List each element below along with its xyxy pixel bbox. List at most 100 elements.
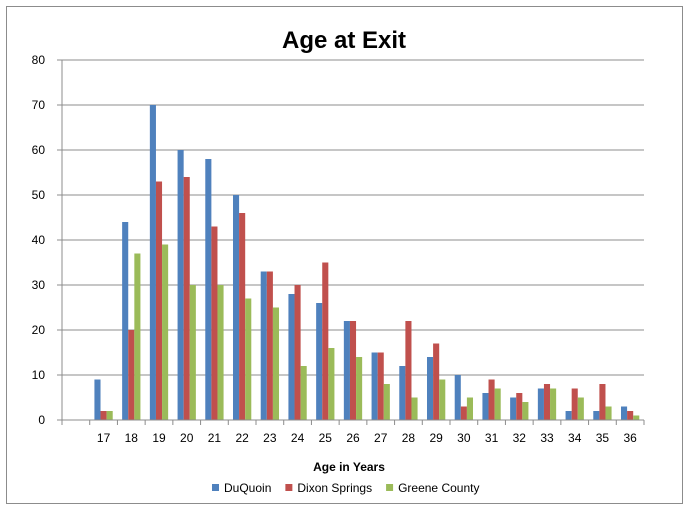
bars [94,105,640,420]
bar-greene-county [466,397,474,420]
bar-duquoin [122,222,129,420]
bar-duquoin [260,271,267,420]
bar-duquoin [343,321,350,420]
legend: DuQuoin Dixon Springs Greene County [212,481,479,495]
bar-greene-county [577,397,584,420]
x-tick-label: 18 [125,431,139,445]
bar-greene-county [134,253,141,420]
bar-dixon-springs [571,388,578,420]
y-axis-ticks: 0 10 20 30 40 50 60 70 80 [32,53,62,427]
bar-duquoin [565,411,572,420]
bar-duquoin [205,159,212,420]
x-axis: 17 18 19 20 21 22 23 24 25 26 27 28 29 30 31 32 33 34 35 36 [61,60,645,445]
bar-greene-county [245,298,252,420]
bar-greene-county [522,402,529,420]
bar-greene-county [328,348,335,420]
bar-dixon-springs [266,271,273,420]
bar-greene-county [411,397,418,420]
bar-dixon-springs [488,379,495,420]
x-tick-label: 21 [208,431,222,445]
bar-duquoin [232,195,240,420]
bar-duquoin [426,357,434,420]
bar-dixon-springs [294,285,301,420]
chart-title: Age at Exit [282,27,406,54]
bar-greene-county [300,366,307,420]
bar-greene-county [439,379,446,420]
bar-greene-county [383,384,390,420]
bar-greene-county [217,285,224,420]
x-tick-label: 28 [402,431,416,445]
bar-dixon-springs [322,262,329,420]
bar-dixon-springs [100,411,107,420]
bar-duquoin [371,352,378,420]
x-tick-label: 25 [319,431,333,445]
y-tick-label: 20 [32,323,46,337]
bar-dixon-springs [155,181,163,420]
bar-greene-county [162,244,169,420]
x-tick-label: 32 [513,431,527,445]
bar-dixon-springs [239,213,246,420]
bar-greene-county [605,406,612,420]
bar-greene-county [189,285,196,420]
legend-swatch [212,484,219,491]
legend-swatch [285,484,293,491]
x-tick-label: 34 [568,431,582,445]
x-tick-label: 23 [263,431,277,445]
bar-duquoin [316,303,323,420]
bar-duquoin [288,294,295,420]
bar-greene-county [494,388,501,420]
y-tick-label: 50 [32,188,46,202]
bar-duquoin [149,105,156,420]
x-tick-label: 35 [596,431,610,445]
legend-label: Greene County [398,481,479,495]
bar-greene-county [272,307,280,420]
bar-dixon-springs [433,343,440,420]
x-tick-label: 19 [152,431,166,445]
bar-duquoin [510,397,517,420]
y-tick-label: 80 [32,53,46,67]
y-tick-label: 60 [32,143,46,157]
bar-duquoin [94,379,101,420]
legend-label: DuQuoin [224,481,271,495]
y-tick-label: 10 [32,368,46,382]
bar-duquoin [177,150,184,420]
bar-duquoin [537,388,544,420]
x-tick-label: 20 [180,431,194,445]
x-tick-label: 31 [485,431,499,445]
x-tick-label: 24 [291,431,305,445]
bar-duquoin [620,406,628,420]
bar-duquoin [593,411,600,420]
x-tick-label: 26 [346,431,360,445]
x-tick-label: 22 [235,431,249,445]
bar-dixon-springs [183,177,190,420]
bar-dixon-springs [543,384,551,420]
bar-dixon-springs [599,384,606,420]
bar-greene-county [633,415,640,420]
x-axis-title: Age in Years [313,460,385,474]
bar-duquoin [399,366,406,420]
bar-dixon-springs [460,406,467,420]
x-tick-label: 27 [374,431,388,445]
legend-swatch [386,484,394,491]
bar-dixon-springs [627,411,634,420]
legend-label: Dixon Springs [297,481,372,495]
x-tick-label: 36 [623,431,637,445]
x-tick-label: 33 [540,431,554,445]
y-tick-label: 0 [38,413,45,427]
y-tick-label: 30 [32,278,46,292]
y-tick-label: 70 [32,98,46,112]
bar-dixon-springs [516,393,523,420]
bar-dixon-springs [128,330,135,420]
chart-frame [6,6,683,504]
bar-dixon-springs [349,321,357,420]
y-tick-label: 40 [32,233,46,247]
bar-greene-county [106,411,113,420]
bar-dixon-springs [405,321,412,420]
bar-dixon-springs [377,352,384,420]
bar-greene-county [550,388,557,420]
bar-greene-county [356,357,363,420]
x-tick-label: 30 [457,431,471,445]
bar-dixon-springs [211,226,218,420]
bar-duquoin [482,393,489,420]
